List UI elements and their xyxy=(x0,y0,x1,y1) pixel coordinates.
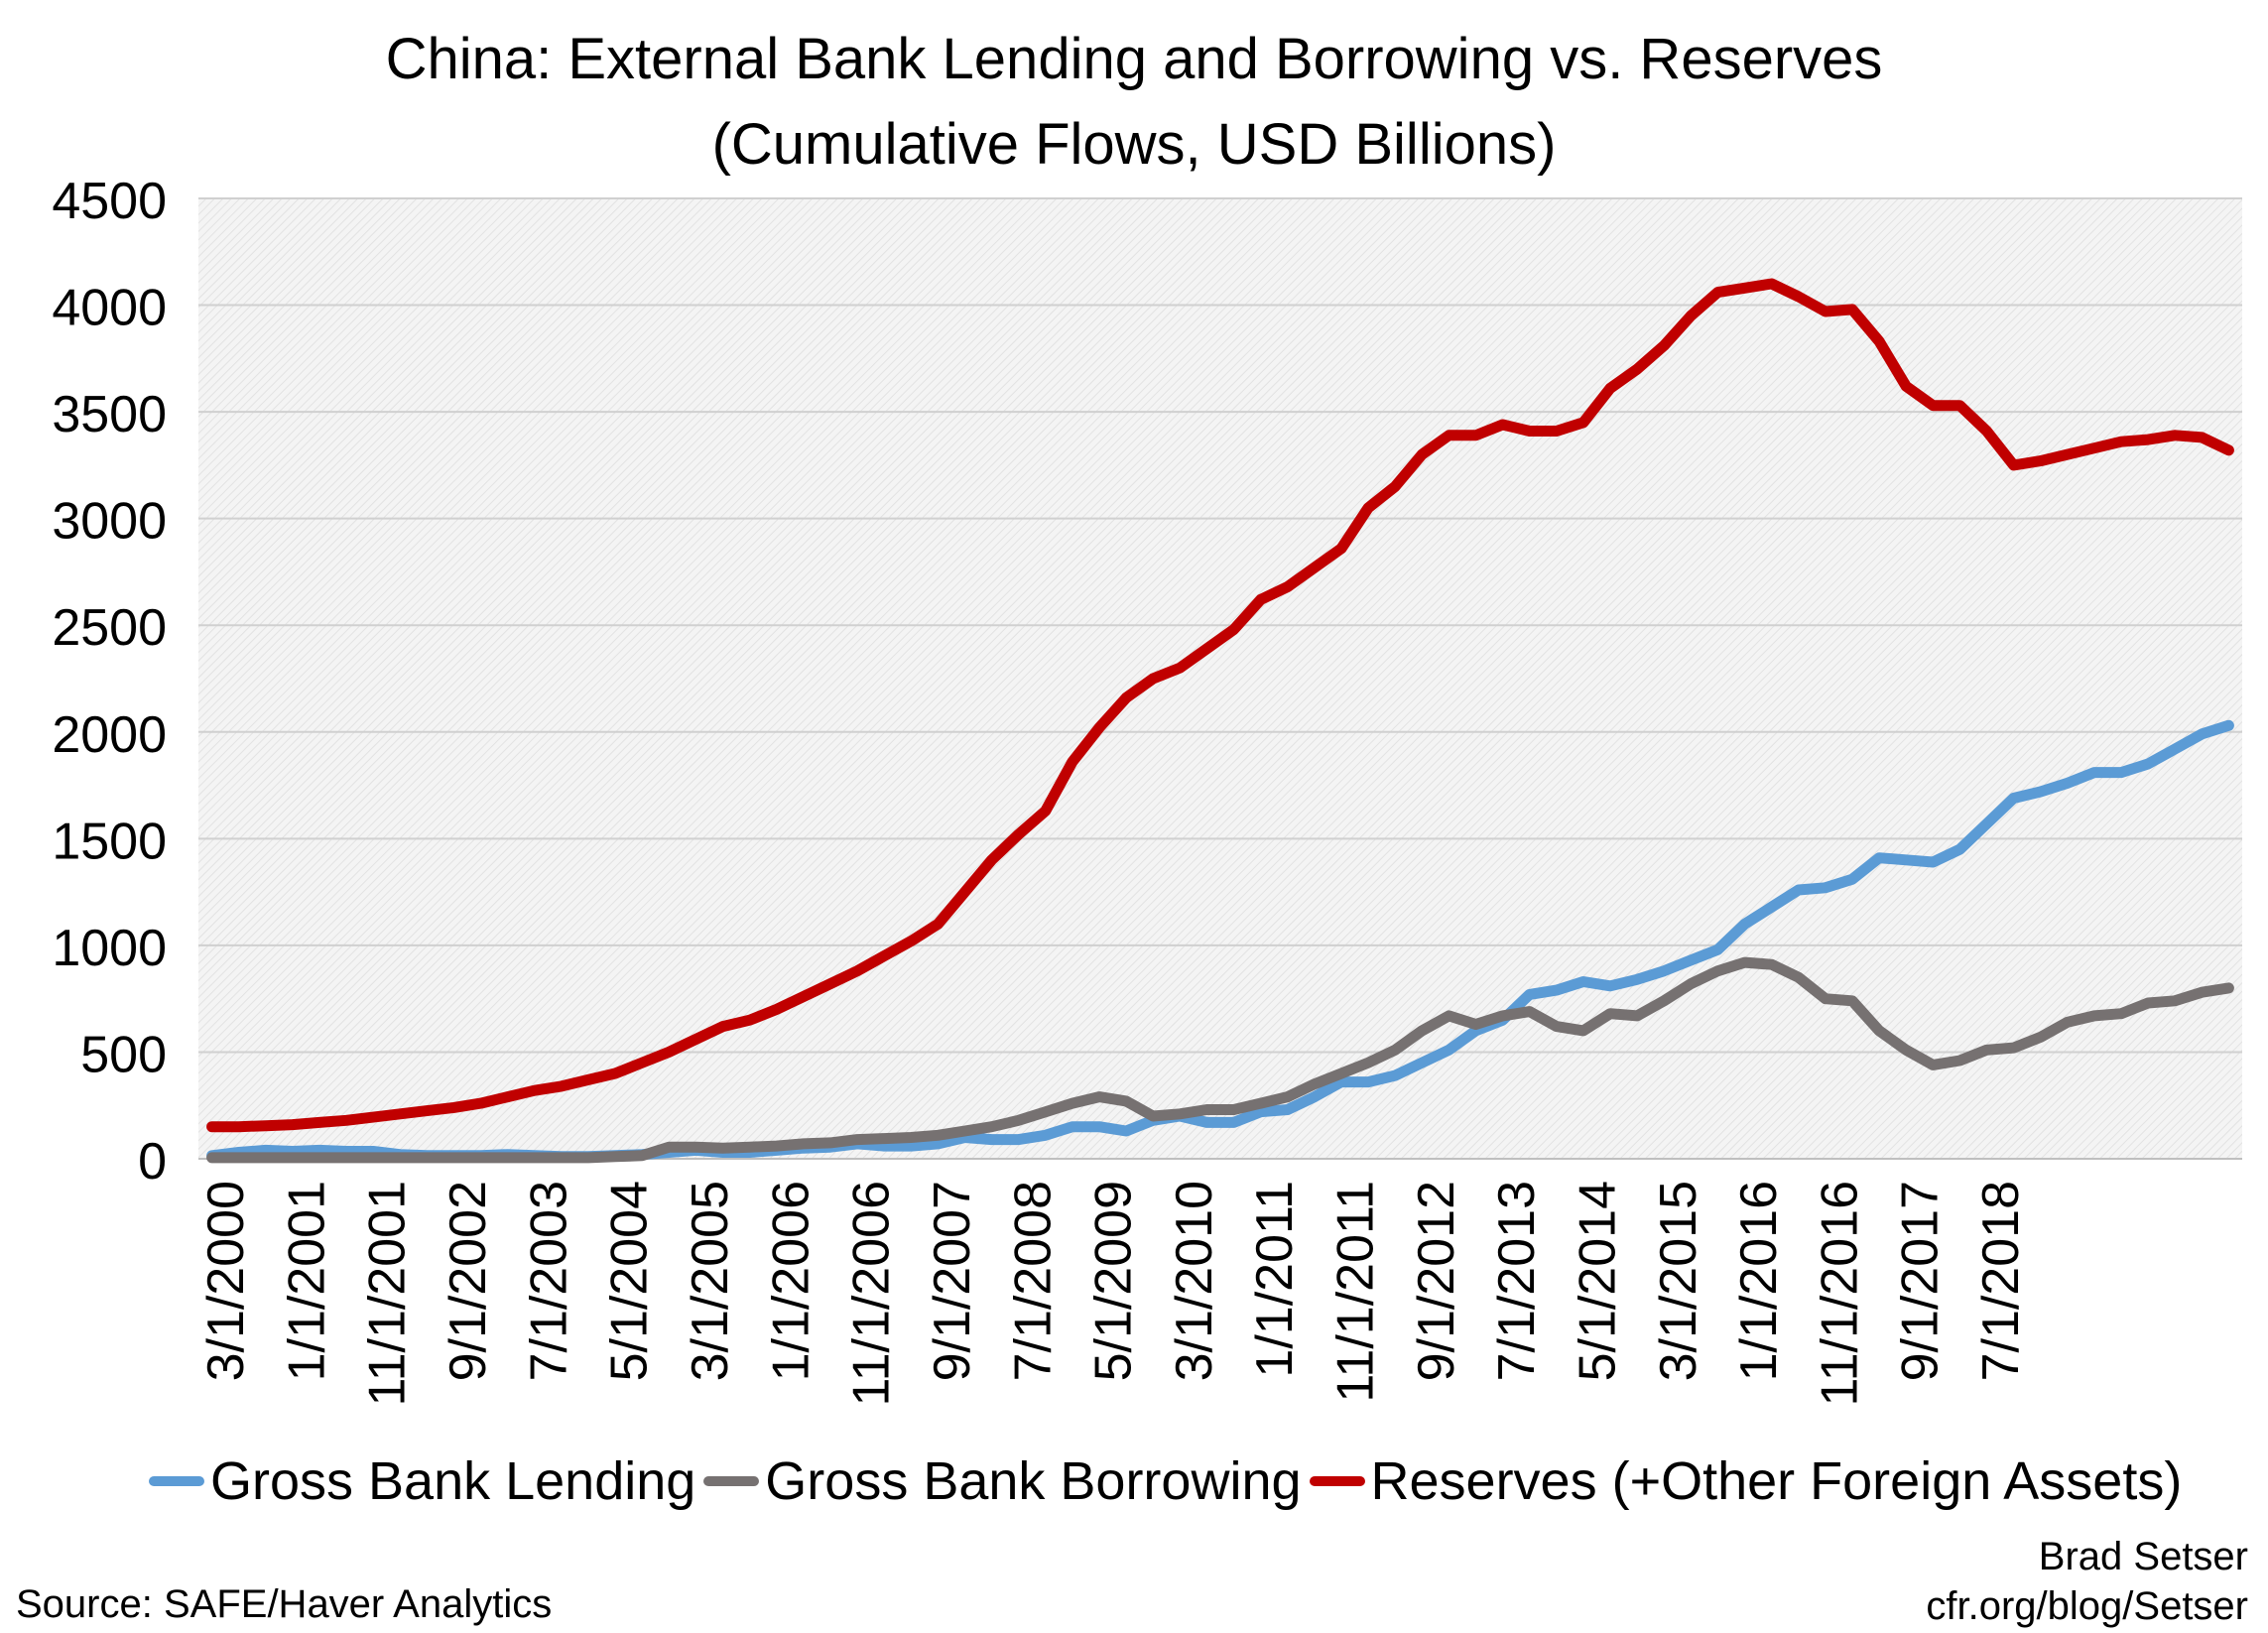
x-tick-label: 11/1/2006 xyxy=(843,1181,901,1406)
credit-author: Brad Setser xyxy=(2038,1535,2248,1578)
y-tick-label: 500 xyxy=(80,1026,167,1083)
y-tick-label: 4000 xyxy=(52,280,167,337)
chart-subtitle: (Cumulative Flows, USD Billions) xyxy=(711,112,1557,177)
legend-label-reserves: Reserves (+Other Foreign Assets) xyxy=(1370,1451,2183,1511)
series-lines xyxy=(206,278,2234,1164)
y-tick-label: 3500 xyxy=(52,386,167,443)
x-tick-label: 7/1/2008 xyxy=(1004,1181,1062,1381)
x-tick-label: 3/1/2015 xyxy=(1650,1181,1707,1381)
x-axis: 3/1/2000 1/1/2001 11/1/2001 9/1/2002 7/1/200… xyxy=(197,1158,2242,1406)
series-line-reserves-other-foreign-assets xyxy=(206,278,2234,1133)
gridlines xyxy=(198,197,2242,1160)
x-tick-label: 9/1/2012 xyxy=(1408,1181,1465,1381)
x-tick-label: 5/1/2009 xyxy=(1085,1181,1143,1381)
legend-swatch-borrowing xyxy=(703,1476,760,1486)
y-tick-label: 2000 xyxy=(52,706,167,764)
y-tick-label: 2500 xyxy=(52,599,167,657)
x-tick-label: 1/1/2001 xyxy=(278,1181,335,1381)
x-tick-label: 1/1/2016 xyxy=(1730,1181,1788,1381)
y-tick-label: 0 xyxy=(138,1133,167,1191)
y-tick-label: 4500 xyxy=(52,173,167,230)
y-tick-label: 1000 xyxy=(52,920,167,977)
legend-swatch-reserves xyxy=(1309,1476,1365,1486)
x-tick-label: 11/1/2016 xyxy=(1811,1181,1868,1406)
y-tick-label: 1500 xyxy=(52,813,167,870)
x-tick-label: 7/1/2003 xyxy=(520,1181,577,1381)
plot-area-background xyxy=(198,198,2242,1159)
legend-item-reserves: Reserves (+Other Foreign Assets) xyxy=(1309,1450,2183,1512)
x-tick-label: 5/1/2004 xyxy=(601,1181,659,1381)
x-tick-label: 5/1/2014 xyxy=(1569,1181,1626,1381)
x-tick-label: 11/1/2001 xyxy=(359,1181,417,1406)
chart-title: China: External Bank Lending and Borrowi… xyxy=(385,27,1883,91)
x-tick-label: 9/1/2002 xyxy=(440,1181,497,1381)
series-line-gross-bank-borrowing xyxy=(206,956,2234,1164)
legend: Gross Bank Lending Gross Bank Borrowing … xyxy=(149,1437,2252,1526)
x-tick-label: 3/1/2005 xyxy=(682,1181,739,1381)
source-note: Source: SAFE/Haver Analytics xyxy=(16,1582,553,1626)
x-tick-label: 1/1/2006 xyxy=(762,1181,819,1381)
legend-item-borrowing: Gross Bank Borrowing xyxy=(703,1450,1302,1512)
legend-swatch-lending xyxy=(149,1476,204,1486)
legend-item-lending: Gross Bank Lending xyxy=(149,1450,695,1512)
x-tick-label: 7/1/2018 xyxy=(1972,1181,2030,1381)
x-tick-label: 9/1/2007 xyxy=(924,1181,981,1381)
x-tick-label: 9/1/2017 xyxy=(1892,1181,1950,1381)
x-tick-label: 1/1/2011 xyxy=(1246,1181,1304,1378)
legend-label-borrowing: Gross Bank Borrowing xyxy=(765,1451,1302,1511)
credit-url: cfr.org/blog/Setser xyxy=(1926,1584,2248,1628)
x-tick-label: 3/1/2000 xyxy=(197,1181,255,1381)
y-axis: 0 500 1000 1500 2000 2500 3000 3500 4000 4500 xyxy=(52,173,167,1191)
x-tick-label: 7/1/2013 xyxy=(1488,1181,1546,1381)
x-tick-label: 11/1/2011 xyxy=(1327,1181,1385,1403)
y-tick-label: 3000 xyxy=(52,493,167,551)
x-tick-label: 3/1/2010 xyxy=(1166,1181,1223,1381)
legend-label-lending: Gross Bank Lending xyxy=(210,1451,696,1511)
